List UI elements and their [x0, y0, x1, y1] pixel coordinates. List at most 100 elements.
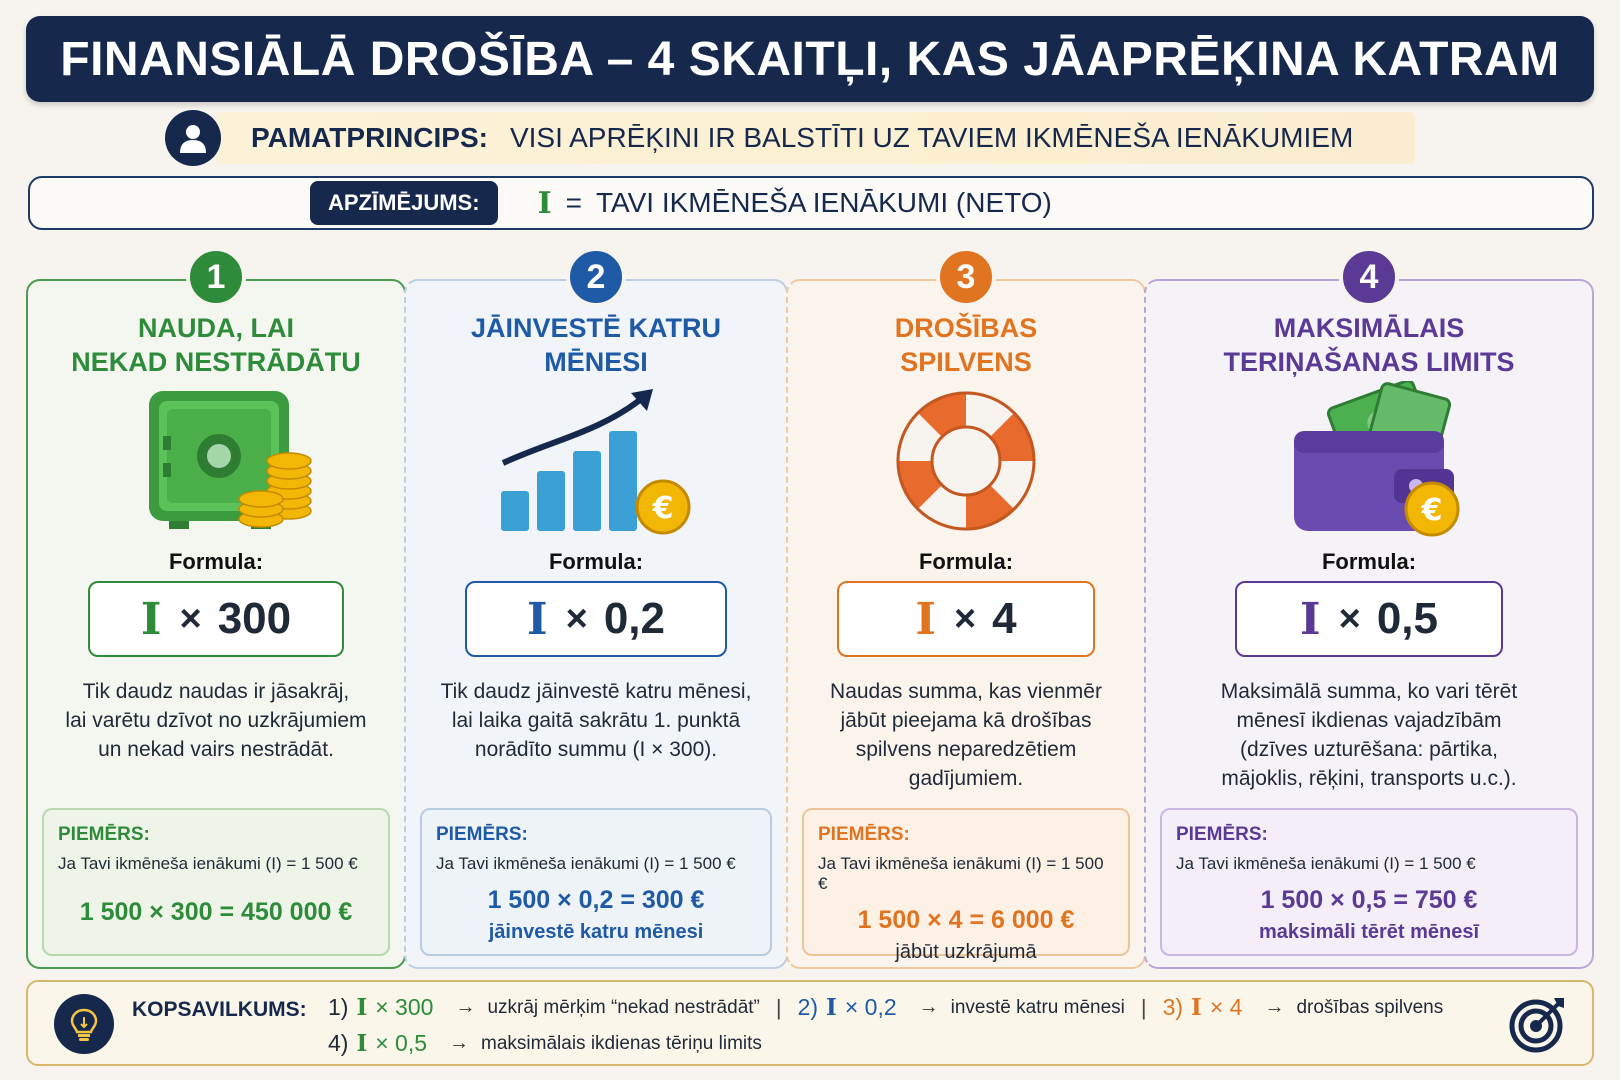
formula-times: ×: [565, 597, 588, 640]
example-title: PIEMĒRS:: [818, 824, 910, 845]
example-note: maksimāli tērēt mēnesī: [1258, 921, 1480, 943]
formula-label: Formula:: [168, 549, 264, 574]
formula-value: 300: [217, 594, 292, 643]
panel-heading: NAUDA, LAI NEKAD NESTRĀDĀTU: [71, 313, 361, 377]
formula-symbol: I: [915, 593, 936, 645]
summary-item-formula: I × 0,2: [826, 994, 897, 1021]
panel-heading: JĀINVESTĒ KATRU MĒNESI: [470, 313, 722, 377]
formula-times: ×: [179, 597, 202, 640]
formula-label: Formula:: [918, 549, 1014, 574]
summary-item-prefix: 2): [797, 994, 819, 1020]
example-calculation: 1 500 × 0,5 = 750 €: [1260, 886, 1478, 914]
legend-text: TAVI IKMĒNEŠA IENĀKUMI (NETO): [595, 187, 1052, 218]
formula-label: Formula:: [548, 549, 644, 574]
example-note: jābūt uzkrājumā: [895, 941, 1037, 963]
formula-label: Formula:: [1321, 549, 1417, 574]
summary-formula-rest: × 300: [375, 994, 434, 1020]
example-title: PIEMĒRS:: [436, 824, 528, 845]
principle-band: PAMATPRINCIPS: VISI APRĒĶINI IR BALSTĪTI…: [215, 112, 1415, 164]
panel-heading: DROŠĪBAS SPILVENS: [894, 313, 1038, 377]
example-calculation: 1 500 × 4 = 6 000 €: [857, 906, 1075, 934]
title-bar: FINANSIĀLĀ DROŠĪBA – 4 SKAITĻI, KAS JĀAP…: [26, 16, 1594, 102]
summary-separator: |: [775, 994, 782, 1020]
wallet-icon: €: [1264, 379, 1474, 541]
formula-symbol: I: [527, 593, 548, 645]
summary-row-1: 1) I × 300 → uzkrāj mērķim “nekad nestrādāt…: [328, 994, 1443, 1021]
summary-formula-symbol: I: [356, 994, 376, 1021]
panel-3: 3 DROŠĪBAS SPILVENS Formula: I × 4 Naudas summ…: [786, 247, 1146, 969]
formula-value: 0,5: [1376, 594, 1438, 643]
arrow-icon: →: [449, 1032, 470, 1054]
panel-number-badge: 1: [186, 247, 246, 307]
summary-label: KOPSAVILKUMS:: [132, 998, 307, 1021]
panel-4: 4 MAKSIMĀLAIS TERIŅAŠANAS LIMITS € Formula…: [1144, 247, 1594, 969]
summary-item-text: investē katru mēnesi: [950, 996, 1125, 1018]
panel-number-badge: 4: [1339, 247, 1399, 307]
formula-value: 0,2: [603, 594, 665, 643]
summary-formula-rest: × 0,2: [844, 994, 897, 1020]
summary-item-formula: I × 300: [356, 994, 433, 1021]
formula-times: ×: [1338, 597, 1361, 640]
example-box: PIEMĒRS: Ja Tavi ikmēneša ienākumi (I) = …: [802, 808, 1130, 963]
safe-with-coins-icon: [111, 381, 321, 541]
example-box: PIEMĒRS: Ja Tavi ikmēneša ienākumi (I) = …: [42, 808, 390, 956]
principle-label: PAMATPRINCIPS:: [251, 122, 488, 153]
panels: 1 NAUDA, LAI NEKAD NESTRĀDĀTU Formula: I × 30…: [26, 247, 1594, 969]
formula-box: I × 4: [837, 581, 1095, 657]
arrow-icon: →: [455, 996, 476, 1018]
panel-number-badge: 3: [936, 247, 996, 307]
legend-definition: I = TAVI IKMĒNEŠA IENĀKUMI (NETO): [538, 186, 1052, 221]
summary-box: KOPSAVILKUMS: 1) I × 300 → uzkrāj mērķim “n…: [26, 980, 1594, 1066]
legend-symbol: I: [537, 185, 552, 221]
formula-box: I × 0,5: [1235, 581, 1503, 657]
legend-tag: APZĪMĒJUMS:: [310, 181, 498, 225]
summary-item-prefix: 3): [1162, 994, 1184, 1020]
example-title: PIEMĒRS:: [58, 824, 150, 845]
example-line: Ja Tavi ikmēneša ienākumi (I) = 1 500 €: [436, 854, 736, 873]
legend-bar: APZĪMĒJUMS: I = TAVI IKMĒNEŠA IENĀKUMI (…: [28, 176, 1594, 230]
formula-times: ×: [953, 597, 977, 640]
example-title: PIEMĒRS:: [1176, 824, 1268, 845]
summary-formula-symbol: I: [1191, 994, 1210, 1021]
formula-value: 4: [992, 594, 1017, 643]
principle-text: VISI APRĒĶINI IR BALSTĪTI UZ TAVIEM IKMĒ…: [509, 122, 1354, 153]
summary-item-formula: I × 0,5: [356, 1030, 427, 1057]
user-icon: [165, 110, 221, 166]
lifebuoy-icon: [861, 381, 1071, 541]
summary-item-text: maksimālais ikdienas tēriņu limits: [481, 1032, 762, 1054]
panel-2: 2 JĀINVESTĒ KATRU MĒNESI € Formula: I × 0,2 Ti…: [404, 247, 788, 969]
svg-text:€: €: [1421, 493, 1443, 528]
example-calculation: 1 500 × 300 = 450 000 €: [79, 898, 353, 926]
summary-item-text: drošības spilvens: [1296, 996, 1444, 1018]
summary-item-text: uzkrāj mērķim “nekad nestrādāt”: [487, 996, 760, 1018]
legend-eq: =: [565, 187, 582, 218]
summary-formula-symbol: I: [826, 994, 845, 1021]
panel-description: Tik daudz jāinvestē katru mēnesi, lai lai…: [440, 680, 752, 761]
formula-symbol: I: [140, 593, 162, 645]
example-calculation: 1 500 × 0,2 = 300 €: [487, 886, 705, 914]
panel-description: Tik daudz naudas ir jāsakrāj, lai varētu …: [65, 680, 367, 761]
arrow-icon: →: [918, 996, 939, 1018]
panel-heading: MAKSIMĀLAIS TERIŅAŠANAS LIMITS: [1223, 313, 1515, 377]
summary-formula-rest: × 0,5: [375, 1030, 428, 1056]
principle-banner: PAMATPRINCIPS: VISI APRĒĶINI IR BALSTĪTI…: [165, 110, 1415, 166]
summary-item-prefix: 1): [328, 994, 349, 1020]
lightbulb-icon: [54, 994, 114, 1054]
target-icon: [1509, 998, 1564, 1053]
panel-description: Maksimālā summa, ko vari tērēt mēnesī ikd…: [1220, 680, 1518, 790]
formula-box: I × 300: [88, 581, 344, 657]
summary-row-2: 4) I × 0,5 → maksimālais ikdienas tēriņu li…: [328, 1030, 762, 1057]
growth-chart-icon: €: [491, 381, 701, 541]
example-line: Ja Tavi ikmēneša ienākumi (I) = 1 500 €: [1176, 854, 1476, 873]
panel-1: 1 NAUDA, LAI NEKAD NESTRĀDĀTU Formula: I × 30…: [26, 247, 406, 969]
panel-description: Naudas summa, kas vienmēr jābūt pieejama …: [830, 680, 1102, 790]
example-box: PIEMĒRS: Ja Tavi ikmēneša ienākumi (I) = …: [420, 808, 772, 956]
formula-box: I × 0,2: [465, 581, 727, 657]
panel-number-badge: 2: [566, 247, 626, 307]
page-title: FINANSIĀLĀ DROŠĪBA – 4 SKAITĻI, KAS JĀAP…: [60, 32, 1560, 86]
summary-formula-symbol: I: [356, 1030, 376, 1057]
summary-item-prefix: 4): [328, 1030, 349, 1056]
example-note: jāinvestē katru mēnesi: [488, 921, 704, 943]
formula-symbol: I: [1300, 593, 1321, 645]
example-box: PIEMĒRS: Ja Tavi ikmēneša ienākumi (I) = …: [1160, 808, 1578, 956]
